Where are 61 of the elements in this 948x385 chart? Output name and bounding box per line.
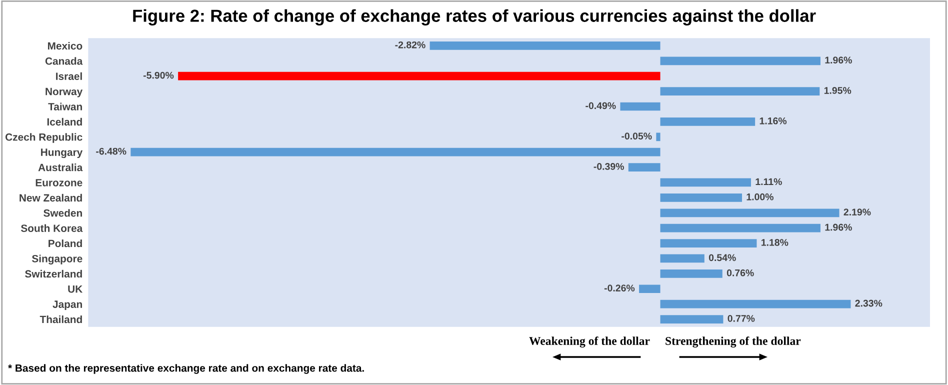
y-tick-label: Hungary — [41, 148, 83, 158]
bar — [660, 118, 756, 126]
data-label: 1.11% — [756, 178, 782, 186]
data-label: 0.54% — [708, 254, 736, 262]
y-tick-label: Israel — [56, 72, 82, 80]
chart-title: Figure 2: Rate of change of exchange rates of various currencies against the dollar — [133, 9, 816, 26]
text: Weakening of the dollar — [529, 336, 650, 348]
y-tick-label: Sweden — [44, 209, 82, 217]
bar — [660, 87, 820, 96]
y-tick-label: Iceland — [47, 118, 82, 126]
data-label: -6.48% — [96, 148, 126, 155]
bar — [660, 254, 704, 263]
text: Strengthening of the dollar — [666, 336, 801, 348]
data-label: 1.18% — [762, 239, 788, 246]
y-tick-label: Australia — [38, 164, 83, 172]
data-label: 2.33% — [855, 300, 882, 307]
bar — [628, 163, 660, 172]
data-label: 2.19% — [844, 208, 871, 216]
data-label: 0.77% — [728, 314, 755, 322]
bar — [620, 102, 660, 111]
y-tick-label: Eurozone — [36, 179, 82, 186]
bar — [660, 239, 757, 248]
data-label: -2.82% — [395, 41, 426, 48]
bar — [660, 315, 724, 324]
bar — [178, 72, 660, 80]
data-label: -0.05% — [622, 132, 652, 140]
bar — [660, 300, 851, 308]
data-label: -0.26% — [604, 284, 635, 292]
y-tick-label: Canada — [45, 57, 83, 65]
y-tick-label: New Zealand — [20, 194, 82, 202]
bar — [660, 269, 722, 278]
data-label: 0.76% — [726, 269, 754, 276]
data-label: 1.95% — [824, 87, 852, 94]
data-label: -0.39% — [594, 163, 624, 170]
bar — [639, 284, 660, 294]
y-tick-label: Taiwan — [48, 102, 82, 110]
bar — [660, 224, 820, 232]
y-tick-label: Thailand — [40, 315, 82, 324]
y-tick-label: Mexico — [48, 42, 82, 50]
y-tick-label: UK — [68, 285, 83, 293]
bar — [656, 132, 660, 142]
y-tick-label: South Korea — [20, 224, 83, 232]
data-label: -0.49% — [586, 102, 616, 110]
y-tick-label: Switzerland — [25, 270, 82, 278]
text: * Based on the representative exchange rate and on exchange rate data. — [8, 364, 364, 374]
data-label: 1.16% — [760, 117, 787, 124]
data-label: 1.96% — [825, 224, 852, 231]
y-tick-label: Poland — [48, 240, 82, 248]
bar — [660, 56, 820, 66]
data-label: 1.00% — [746, 193, 774, 200]
bar — [430, 42, 660, 50]
data-label: -5.90% — [143, 72, 174, 79]
y-tick-label: Norway — [46, 88, 83, 98]
bar — [660, 194, 742, 202]
y-tick-label: Czech Republic — [5, 133, 82, 143]
bar — [130, 148, 660, 156]
data-label: 1.96% — [825, 56, 852, 64]
y-tick-label: Japan — [52, 300, 82, 310]
y-tick-label: Singapore — [32, 254, 82, 264]
bar — [660, 178, 751, 187]
bar — [660, 208, 840, 218]
